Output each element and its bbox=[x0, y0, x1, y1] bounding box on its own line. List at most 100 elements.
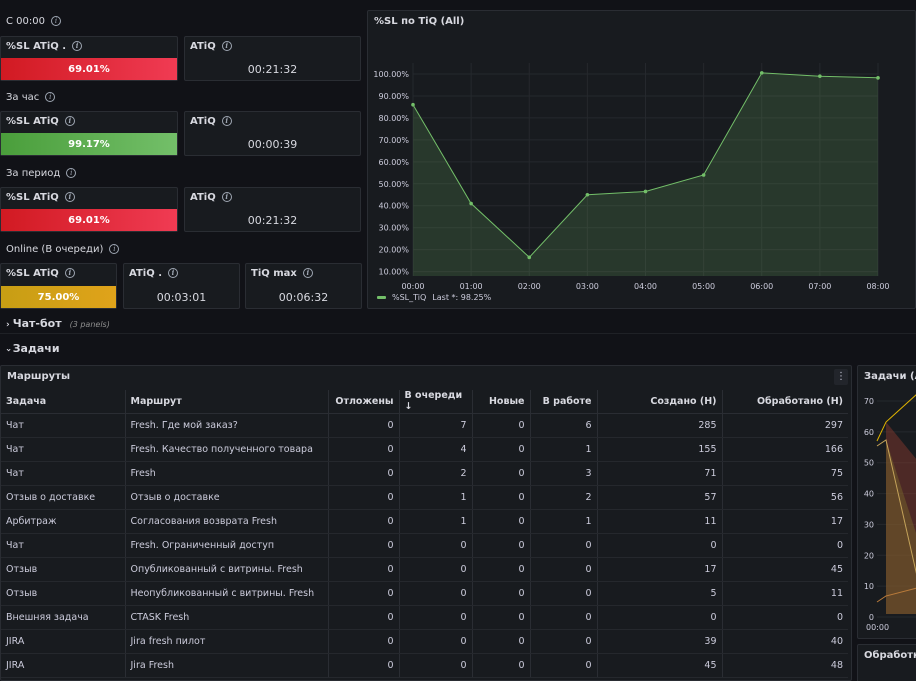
column-header[interactable]: Отложены bbox=[328, 390, 400, 414]
table-cell: 75 bbox=[722, 461, 848, 486]
panel-title: %SL ATiQ bbox=[6, 268, 59, 279]
row-tasks[interactable]: ›Задачи bbox=[2, 342, 60, 355]
table-row: Внешняя задача CTASK Fresh 0 0 0 0 0 0 bbox=[1, 605, 848, 630]
info-icon[interactable]: i bbox=[302, 268, 313, 278]
data-point bbox=[759, 71, 764, 75]
chevron-right-icon: › bbox=[6, 320, 10, 330]
processing-panel[interactable]: Обработка bbox=[857, 644, 916, 681]
atiq-online-panel[interactable]: ATiQ . i 00:03:01 bbox=[123, 263, 240, 309]
table-row: Арбитраж Согласования возврата Fresh 0 1 0 1 1… bbox=[1, 509, 848, 534]
x-tick-label: 00:00 bbox=[401, 282, 424, 291]
panel-title: %SL ATiQ bbox=[6, 116, 59, 127]
table-cell: 0 bbox=[472, 437, 531, 462]
table-cell: 0 bbox=[328, 557, 400, 582]
tiq-max-online-panel[interactable]: TiQ max i 00:06:32 bbox=[245, 263, 362, 309]
table-cell: 56 bbox=[722, 485, 848, 510]
sl-chart-panel[interactable]: %SL по TiQ (All) 10.00% 20.00% 30.00% 40.00… bbox=[367, 10, 916, 309]
panel-menu-icon[interactable]: ⋮ bbox=[834, 369, 848, 385]
data-point bbox=[411, 102, 415, 107]
sl-midnight-panel[interactable]: %SL ATiQ . i 69.01% bbox=[0, 36, 178, 81]
routes-panel[interactable]: Маршруты ⋮ Задача Маршрут Отложены В оче… bbox=[0, 365, 852, 681]
table-cell: JIRA bbox=[1, 653, 126, 678]
table-cell: 0 bbox=[328, 629, 400, 654]
x-tick-label: 05:00 bbox=[692, 282, 715, 291]
info-icon[interactable]: i bbox=[50, 16, 61, 26]
panel-title: Маршруты bbox=[7, 371, 70, 382]
table-cell: Опубликованный с витрины. Fresh bbox=[125, 557, 329, 582]
series-line bbox=[876, 394, 916, 442]
stat-value: 75.00% bbox=[1, 286, 116, 308]
legend-last-value: Last *: 98.25% bbox=[432, 293, 492, 302]
table-cell: 39 bbox=[597, 629, 723, 654]
sl-hour-panel[interactable]: %SL ATiQ i 99.17% bbox=[0, 111, 178, 156]
atiq-midnight-panel[interactable]: ATiQ i 00:21:32 bbox=[184, 36, 361, 81]
data-point bbox=[818, 74, 822, 78]
table-cell: 0 bbox=[472, 461, 531, 486]
table-cell: 0 bbox=[399, 629, 473, 654]
data-point bbox=[527, 255, 532, 260]
table-cell: 0 bbox=[472, 653, 531, 678]
column-header[interactable]: Маршрут bbox=[125, 390, 329, 414]
info-icon[interactable]: i bbox=[109, 244, 120, 254]
info-icon[interactable]: i bbox=[64, 116, 75, 126]
table-cell: Неопубликованный с витрины. Fresh bbox=[125, 581, 329, 606]
panel-title: ATiQ . bbox=[129, 268, 162, 279]
per-period-label: За период i bbox=[6, 168, 77, 179]
stat-value: 00:00:39 bbox=[247, 138, 298, 151]
info-icon[interactable]: i bbox=[72, 41, 83, 51]
y-tick-label: 0 bbox=[869, 613, 874, 622]
table-cell: 1 bbox=[530, 437, 598, 462]
x-tick-label: 08:00 bbox=[866, 282, 889, 291]
table-cell: Внешняя задача bbox=[1, 605, 126, 630]
table-cell: 48 bbox=[722, 653, 848, 678]
tasks-chart-panel[interactable]: Задачи (All) 0 10 20 30 40 50 60 70 00:00 bbox=[857, 365, 916, 639]
table-cell: 166 bbox=[722, 437, 848, 462]
chart-legend[interactable]: %SL_TiQ Last *: 98.25% bbox=[377, 293, 491, 302]
info-icon[interactable]: i bbox=[64, 268, 75, 278]
row-chatbot[interactable]: › Чат-бот (3 panels) bbox=[6, 317, 110, 330]
table-cell: Jira Fresh bbox=[125, 653, 329, 678]
y-tick-label: 60 bbox=[864, 428, 874, 437]
column-header[interactable]: В работе bbox=[530, 390, 598, 414]
panel-title: %SL по TiQ (All) bbox=[374, 16, 465, 27]
info-icon[interactable]: i bbox=[168, 268, 178, 278]
table-cell: 0 bbox=[328, 413, 400, 438]
series-area bbox=[886, 440, 916, 614]
table-cell: Чат bbox=[1, 437, 126, 462]
table-cell: 0 bbox=[472, 581, 531, 606]
info-icon[interactable]: i bbox=[221, 192, 232, 202]
table-row: Чат Fresh. Где мой заказ? 0 7 0 6 285 297 bbox=[1, 413, 848, 438]
sl-chart: 10.00% 20.00% 30.00% 40.00% 50.00% 60.00% 70.0… bbox=[373, 63, 890, 291]
table-cell: Чат bbox=[1, 461, 126, 486]
atiq-hour-panel[interactable]: ATiQ i 00:00:39 bbox=[184, 111, 361, 156]
info-icon[interactable]: i bbox=[66, 168, 77, 178]
column-header[interactable]: Создано (Н) bbox=[597, 390, 723, 414]
y-tick-label: 20 bbox=[864, 551, 874, 560]
info-icon[interactable]: i bbox=[221, 41, 232, 51]
panel-title: ATiQ bbox=[190, 116, 216, 127]
table-cell: 285 bbox=[597, 413, 723, 438]
sl-online-panel[interactable]: %SL ATiQ i 75.00% bbox=[0, 263, 117, 309]
table-cell: 0 bbox=[530, 653, 598, 678]
sl-period-panel[interactable]: %SL ATiQ i 69.01% bbox=[0, 187, 178, 232]
table-cell: 45 bbox=[597, 653, 723, 678]
x-tick-label: 00:00 bbox=[866, 623, 889, 632]
column-header[interactable]: Задача bbox=[1, 390, 126, 414]
column-header[interactable]: В очереди ↓ bbox=[399, 390, 473, 414]
info-icon[interactable]: i bbox=[45, 92, 56, 102]
table-cell: 17 bbox=[722, 509, 848, 534]
table-cell: Fresh. Где мой заказ? bbox=[125, 413, 329, 438]
table-row: Отзыв о доставке Отзыв о доставке 0 1 0 2 57 56 bbox=[1, 485, 848, 510]
column-header[interactable]: Новые bbox=[472, 390, 531, 414]
info-icon[interactable]: i bbox=[64, 192, 75, 202]
data-point bbox=[876, 76, 880, 80]
column-header[interactable]: Обработано (Н) bbox=[722, 390, 848, 414]
atiq-period-panel[interactable]: ATiQ i 00:21:32 bbox=[184, 187, 361, 232]
info-icon[interactable]: i bbox=[221, 116, 232, 126]
y-tick-label: 40.00% bbox=[378, 202, 409, 211]
y-tick-label: 30.00% bbox=[378, 224, 409, 233]
data-point bbox=[585, 192, 590, 197]
table-cell: 0 bbox=[472, 413, 531, 438]
chevron-down-icon: › bbox=[2, 348, 13, 352]
table-cell: 2 bbox=[399, 461, 473, 486]
